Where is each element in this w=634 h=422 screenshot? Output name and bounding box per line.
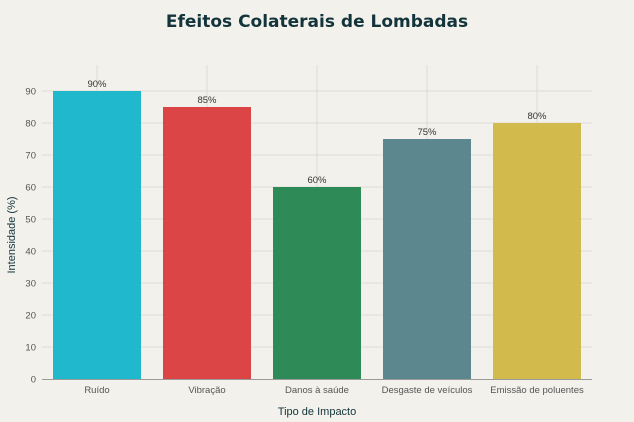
x-tick-label: Ruído: [84, 385, 109, 396]
data-label: 80%: [527, 111, 547, 122]
data-label: 60%: [307, 175, 327, 186]
x-tick-label: Vibração: [188, 385, 225, 396]
data-label: 90%: [87, 79, 107, 90]
x-axis-label: Tipo de Impacto: [278, 406, 356, 418]
x-tick-label: Danos à saúde: [285, 385, 349, 396]
y-tick-label: 0: [31, 375, 36, 386]
x-tick-label: Emissão de poluentes: [490, 385, 584, 396]
x-tick-label: Desgaste de veículos: [382, 385, 473, 396]
y-tick-label: 80: [25, 119, 36, 130]
y-axis-label: Intensidade (%): [6, 196, 18, 273]
data-label: 75%: [417, 127, 437, 138]
y-tick-label: 60: [25, 183, 36, 194]
chart-title: Efeitos Colaterais de Lombadas: [165, 12, 469, 32]
y-tick-label: 90: [25, 87, 36, 98]
bars: [53, 91, 581, 379]
y-tick-label: 50: [25, 215, 36, 226]
bar: [53, 91, 141, 379]
bar: [273, 187, 361, 379]
y-tick-label: 70: [25, 151, 36, 162]
y-tick-label: 30: [25, 279, 36, 290]
y-tick-label: 20: [25, 311, 36, 322]
data-labels: 90% 85% 60% 75% 80%: [87, 79, 547, 186]
bar: [493, 123, 581, 379]
x-axis-ticks: Ruído Vibração Danos à saúde Desgaste de ve…: [84, 385, 584, 396]
bar: [163, 107, 251, 379]
data-label: 85%: [197, 95, 217, 106]
y-tick-label: 40: [25, 247, 36, 258]
bar: [383, 139, 471, 379]
y-axis-ticks: 0 10 20 30 40 50 60 70 80 90: [25, 87, 36, 386]
y-tick-label: 10: [25, 343, 36, 354]
